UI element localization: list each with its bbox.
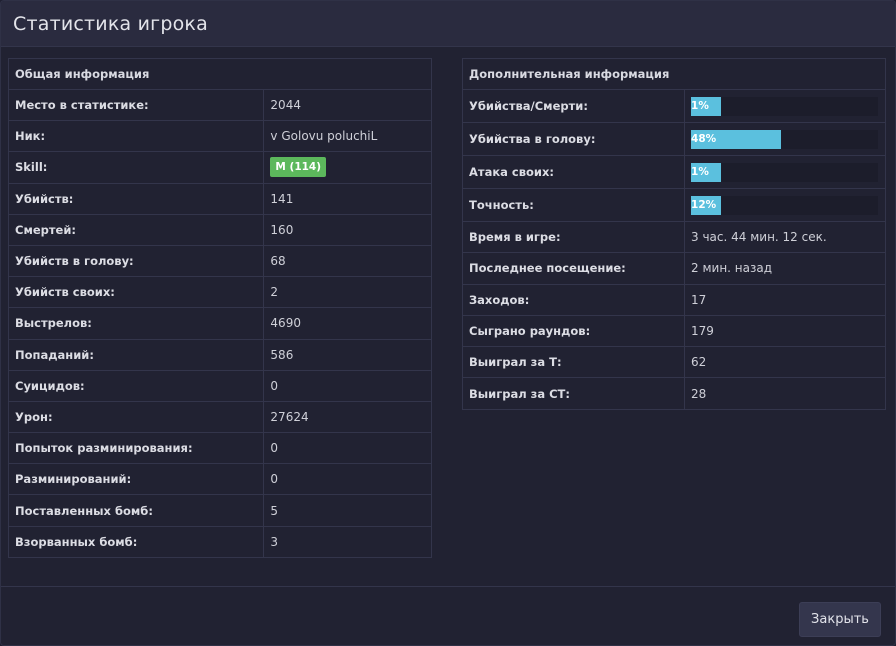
- stat-value: 1%: [684, 89, 886, 123]
- stat-value: 4690: [263, 307, 432, 340]
- stat-label: Время в игре:: [461, 220, 686, 254]
- stat-value: 2 мин. назад: [684, 252, 886, 285]
- stat-label: Последнее посещение:: [461, 252, 686, 285]
- progress-fill: 1%: [691, 162, 722, 182]
- stat-row: Попаданий: 586: [7, 338, 432, 371]
- stat-row: Убийств своих: 2: [7, 276, 432, 309]
- stat-row: Смертей: 160: [7, 213, 432, 246]
- progress-row: Точность: 12%: [461, 188, 886, 222]
- stat-value: 179: [684, 314, 886, 348]
- general-info-table: Общая информация Место в статистике: 2044…: [7, 58, 432, 558]
- stat-row: Выиграл за СТ: 28: [461, 377, 886, 410]
- progress-bar: 48%: [691, 129, 879, 149]
- stat-row: Выстрелов: 4690: [7, 307, 432, 340]
- stat-row: Ник: v Golovu poluchiL: [7, 120, 432, 153]
- stat-value: 68: [263, 244, 432, 278]
- stat-value: 2: [263, 276, 432, 309]
- stat-label: Заходов:: [461, 283, 686, 316]
- stat-row: Выиграл за Т: 62: [461, 346, 886, 379]
- stat-value: 0: [263, 432, 432, 465]
- stat-label: Точность:: [461, 188, 686, 222]
- modal-footer: Закрыть: [1, 586, 895, 645]
- stat-label: Смертей:: [7, 213, 265, 246]
- additional-info-table: Дополнительная информация Убийства/Смерт…: [461, 58, 886, 410]
- stat-row: Суицидов: 0: [7, 369, 432, 402]
- progress-fill: 1%: [691, 96, 722, 116]
- progress-bar: 1%: [691, 96, 879, 116]
- progress-row: Атака своих: 1%: [461, 155, 886, 189]
- progress-bar: 1%: [691, 162, 879, 182]
- stat-value: v Golovu poluchiL: [263, 120, 432, 153]
- stat-label: Урон:: [7, 400, 265, 434]
- stat-label: Попаданий:: [7, 338, 265, 371]
- modal-body: Общая информация Место в статистике: 2044…: [1, 47, 895, 587]
- progress-row: Убийства/Смерти: 1%: [461, 89, 886, 123]
- stat-row: Skill: M (114): [7, 151, 432, 184]
- stat-value: 48%: [684, 122, 886, 156]
- stat-row: Время в игре: 3 час. 44 мин. 12 сек.: [461, 220, 886, 254]
- stat-row: Взорванных бомб: 3: [7, 525, 432, 558]
- general-info-header: Общая информация: [8, 58, 432, 90]
- stat-label: Убийства в голову:: [461, 122, 686, 156]
- stat-label: Выиграл за СТ:: [461, 377, 686, 410]
- stat-value: 0: [263, 369, 432, 402]
- progress-text: 1%: [691, 166, 709, 178]
- modal-header: Статистика игрока: [1, 1, 895, 47]
- stat-label: Выстрелов:: [7, 307, 265, 340]
- stat-value: 62: [684, 346, 886, 379]
- progress-text: 12%: [691, 199, 717, 211]
- stat-label: Ник:: [7, 120, 265, 153]
- stat-value: 3 час. 44 мин. 12 сек.: [684, 220, 886, 254]
- stat-label: Место в статистике:: [7, 88, 265, 122]
- progress-text: 1%: [691, 100, 709, 112]
- close-button[interactable]: Закрыть: [799, 602, 881, 637]
- stat-value: 160: [263, 213, 432, 246]
- stat-value: M (114): [263, 151, 432, 184]
- stat-row: Попыток разминирования: 0: [7, 432, 432, 465]
- progress-bar: 12%: [691, 195, 879, 215]
- stat-value: 5: [263, 494, 432, 527]
- stat-label: Выиграл за Т:: [461, 346, 686, 379]
- stat-row: Поставленных бомб: 5: [7, 494, 432, 527]
- stat-label: Убийства/Смерти:: [461, 89, 686, 123]
- progress-text: 48%: [691, 133, 717, 145]
- stat-label: Убийств своих:: [7, 276, 265, 309]
- stat-value: 12%: [684, 188, 886, 222]
- stat-row: Убийств в голову: 68: [7, 244, 432, 278]
- stat-row: Урон: 27624: [7, 400, 432, 434]
- progress-row: Убийства в голову: 48%: [461, 122, 886, 156]
- stat-value: 0: [263, 463, 432, 496]
- stat-label: Разминирований:: [7, 463, 265, 496]
- stat-value: 2044: [263, 88, 432, 122]
- stat-value: 27624: [263, 400, 432, 434]
- stat-row: Разминирований: 0: [7, 463, 432, 496]
- stat-label: Суицидов:: [7, 369, 265, 402]
- stat-row: Сыграно раундов: 179: [461, 314, 886, 348]
- stat-label: Skill:: [7, 151, 265, 184]
- stat-label: Убийств в голову:: [7, 244, 265, 278]
- stat-row: Место в статистике: 2044: [7, 88, 432, 122]
- stat-label: Поставленных бомб:: [7, 494, 265, 527]
- modal-title: Статистика игрока: [13, 12, 208, 35]
- stat-label: Попыток разминирования:: [7, 432, 265, 465]
- stat-value: 586: [263, 338, 432, 371]
- stat-row: Заходов: 17: [461, 283, 886, 316]
- stat-label: Атака своих:: [461, 155, 686, 189]
- skill-badge: M (114): [270, 157, 327, 178]
- stat-value: 17: [684, 283, 886, 316]
- stat-value: 141: [263, 182, 432, 215]
- stat-value: 1%: [684, 155, 886, 189]
- progress-fill: 12%: [691, 195, 722, 215]
- stat-label: Убийств:: [7, 182, 265, 215]
- stat-row: Последнее посещение: 2 мин. назад: [461, 252, 886, 285]
- additional-info-header: Дополнительная информация: [462, 58, 886, 90]
- stat-value: 28: [684, 377, 886, 410]
- stat-value: 3: [263, 525, 432, 558]
- stat-label: Взорванных бомб:: [7, 525, 265, 558]
- stat-label: Сыграно раундов:: [461, 314, 686, 348]
- stat-row: Убийств: 141: [7, 182, 432, 215]
- progress-fill: 48%: [691, 129, 781, 149]
